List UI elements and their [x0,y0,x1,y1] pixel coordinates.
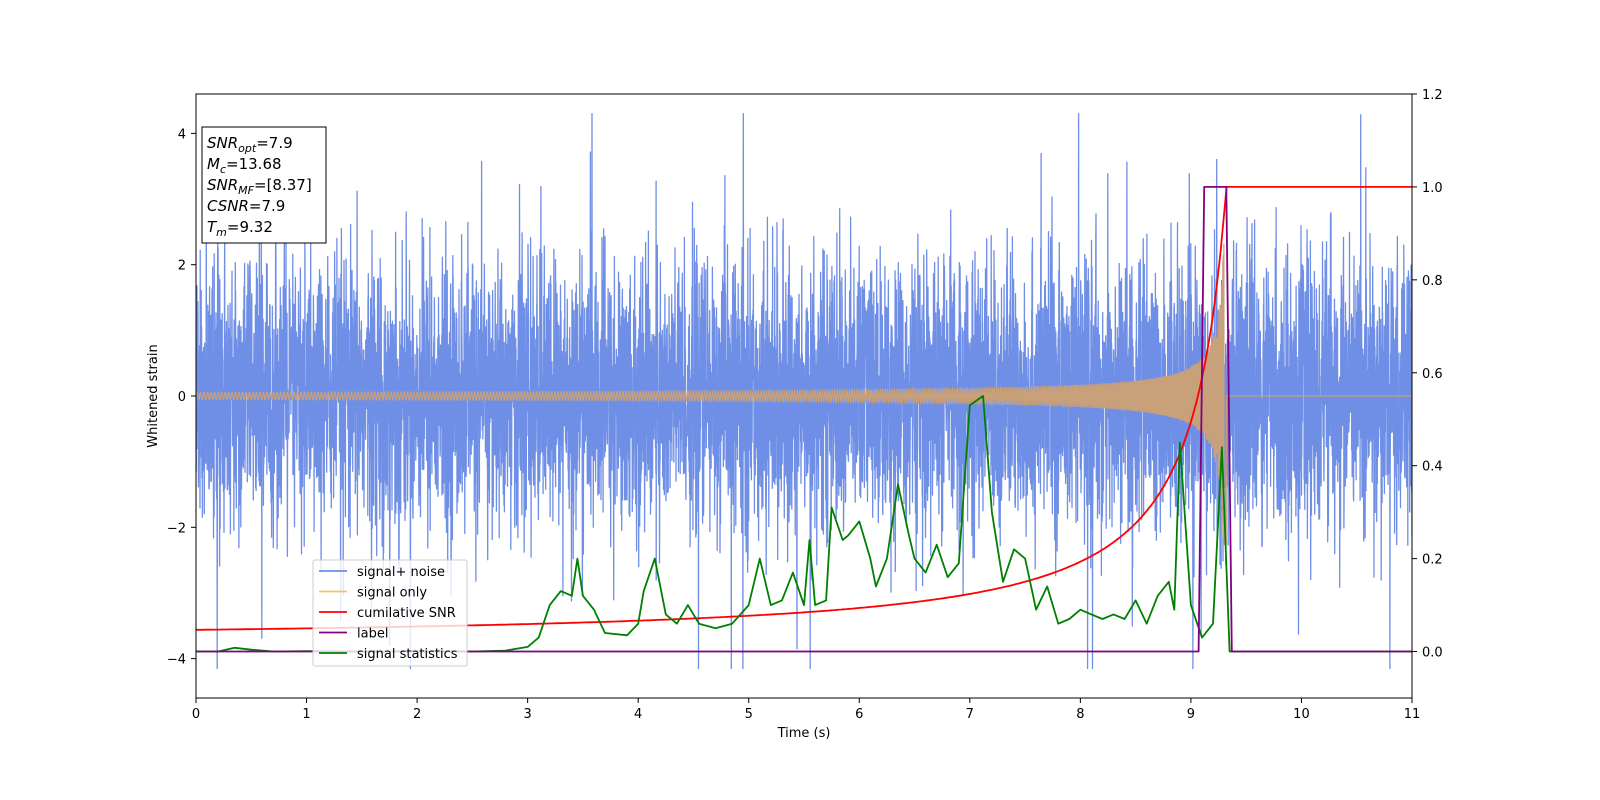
legend: signal+ noise signal only cumilative SNR la… [312,559,468,667]
x-axis-label: Time (s) [777,726,831,741]
x-tick-label: 7 [966,707,974,722]
y-axis-label-left: Whitened strain [146,344,161,447]
y-left-tick-label: 4 [178,127,186,142]
y-right-tick-label: 0.0 [1422,646,1443,661]
y-left-tick-label: 0 [178,390,186,405]
y-right-tick-label: 0.4 [1422,460,1443,475]
series-signal-statistics-line [196,395,1412,653]
x-tick-label: 0 [192,707,200,722]
y-right-tick-label: 1.2 [1422,88,1443,103]
x-tick-label: 11 [1404,707,1421,722]
info-box-line: Mc=13.68 [207,155,282,176]
legend-entry-label: signal statistics [357,647,458,662]
x-tick-label: 4 [634,707,642,722]
y-right-tick-label: 0.8 [1422,274,1443,289]
y-left-tick-label: −2 [167,521,186,536]
info-box-line: SNRopt=7.9 [207,134,293,155]
y-left-tick-label: −4 [167,653,186,668]
x-tick-label: 8 [1076,707,1084,722]
info-box-frame [201,126,327,244]
series-label-line [196,186,1412,653]
y-right-tick-label: 1.0 [1422,181,1443,196]
legend-entry-label: cumilative SNR [357,606,456,621]
y-right-tick-label: 0.6 [1422,367,1443,382]
info-box-line: CSNR=7.9 [207,197,285,215]
y-right-tick-label: 0.2 [1422,553,1443,568]
info-box-line: Tm=9.32 [207,218,273,239]
legend-entry-label: label [357,627,388,642]
axes-layer: 0 1 2 3 4 5 6 7 8 9 10 11 −4 −2 0 2 4 0.0 0.2 0.4 0.6 0.8 1.0 1… [167,88,1443,722]
x-tick-label: 9 [1187,707,1195,722]
legend-entry-label: signal+ noise [357,565,445,580]
x-tick-label: 2 [413,707,421,722]
legend-entry-label: signal only [357,586,427,601]
y-left-tick-label: 2 [178,259,186,274]
x-tick-label: 5 [745,707,753,722]
x-tick-label: 1 [302,707,310,722]
x-tick-label: 6 [855,707,863,722]
info-box-line: SNRMF=[8.37] [207,176,312,197]
x-tick-label: 10 [1293,707,1310,722]
series-signal-only-line [196,243,1412,545]
x-tick-label: 3 [523,707,531,722]
legend-frame [312,559,468,667]
